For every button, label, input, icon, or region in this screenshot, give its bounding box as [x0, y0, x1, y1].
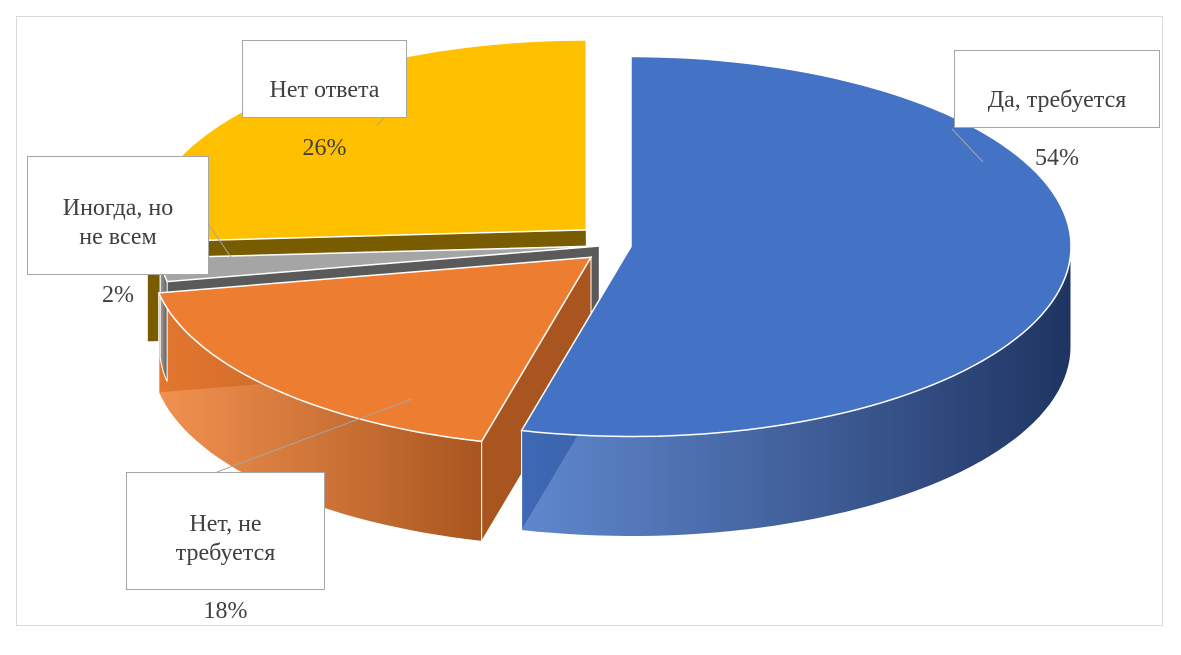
leader-line: [376, 117, 385, 126]
pie-slice-da: [520, 55, 1072, 438]
data-label-percent: 18%: [203, 598, 248, 624]
data-label-category: Иногда, но не всем: [62, 195, 174, 250]
data-label-percent: 26%: [302, 135, 347, 161]
data-label-net-ne-trebuetsya: Нет, не требуется 18%: [126, 472, 325, 624]
data-label-net-otveta: Нет ответа 26%: [242, 40, 407, 161]
leader-line: [216, 398, 413, 473]
data-label-category: Нет, не требуется: [175, 511, 276, 566]
data-label-category: Да, требуется: [987, 87, 1127, 113]
chart-frame: Да, требуется 54% Нет, не требуется 18% …: [16, 16, 1163, 626]
pie-chart: [145, 39, 1072, 544]
data-label-percent: 54%: [1035, 145, 1079, 171]
pie-slice-net: [157, 256, 593, 443]
leader-line: [208, 224, 240, 270]
data-label-inogda-no-ne-vsem: Иногда, но не всем 2%: [27, 156, 209, 308]
data-label-da-trebuetsya: Да, требуется 54%: [954, 50, 1160, 171]
data-label-percent: 2%: [102, 282, 134, 308]
leader-line: [951, 128, 984, 163]
data-label-category: Нет ответа: [269, 77, 380, 103]
